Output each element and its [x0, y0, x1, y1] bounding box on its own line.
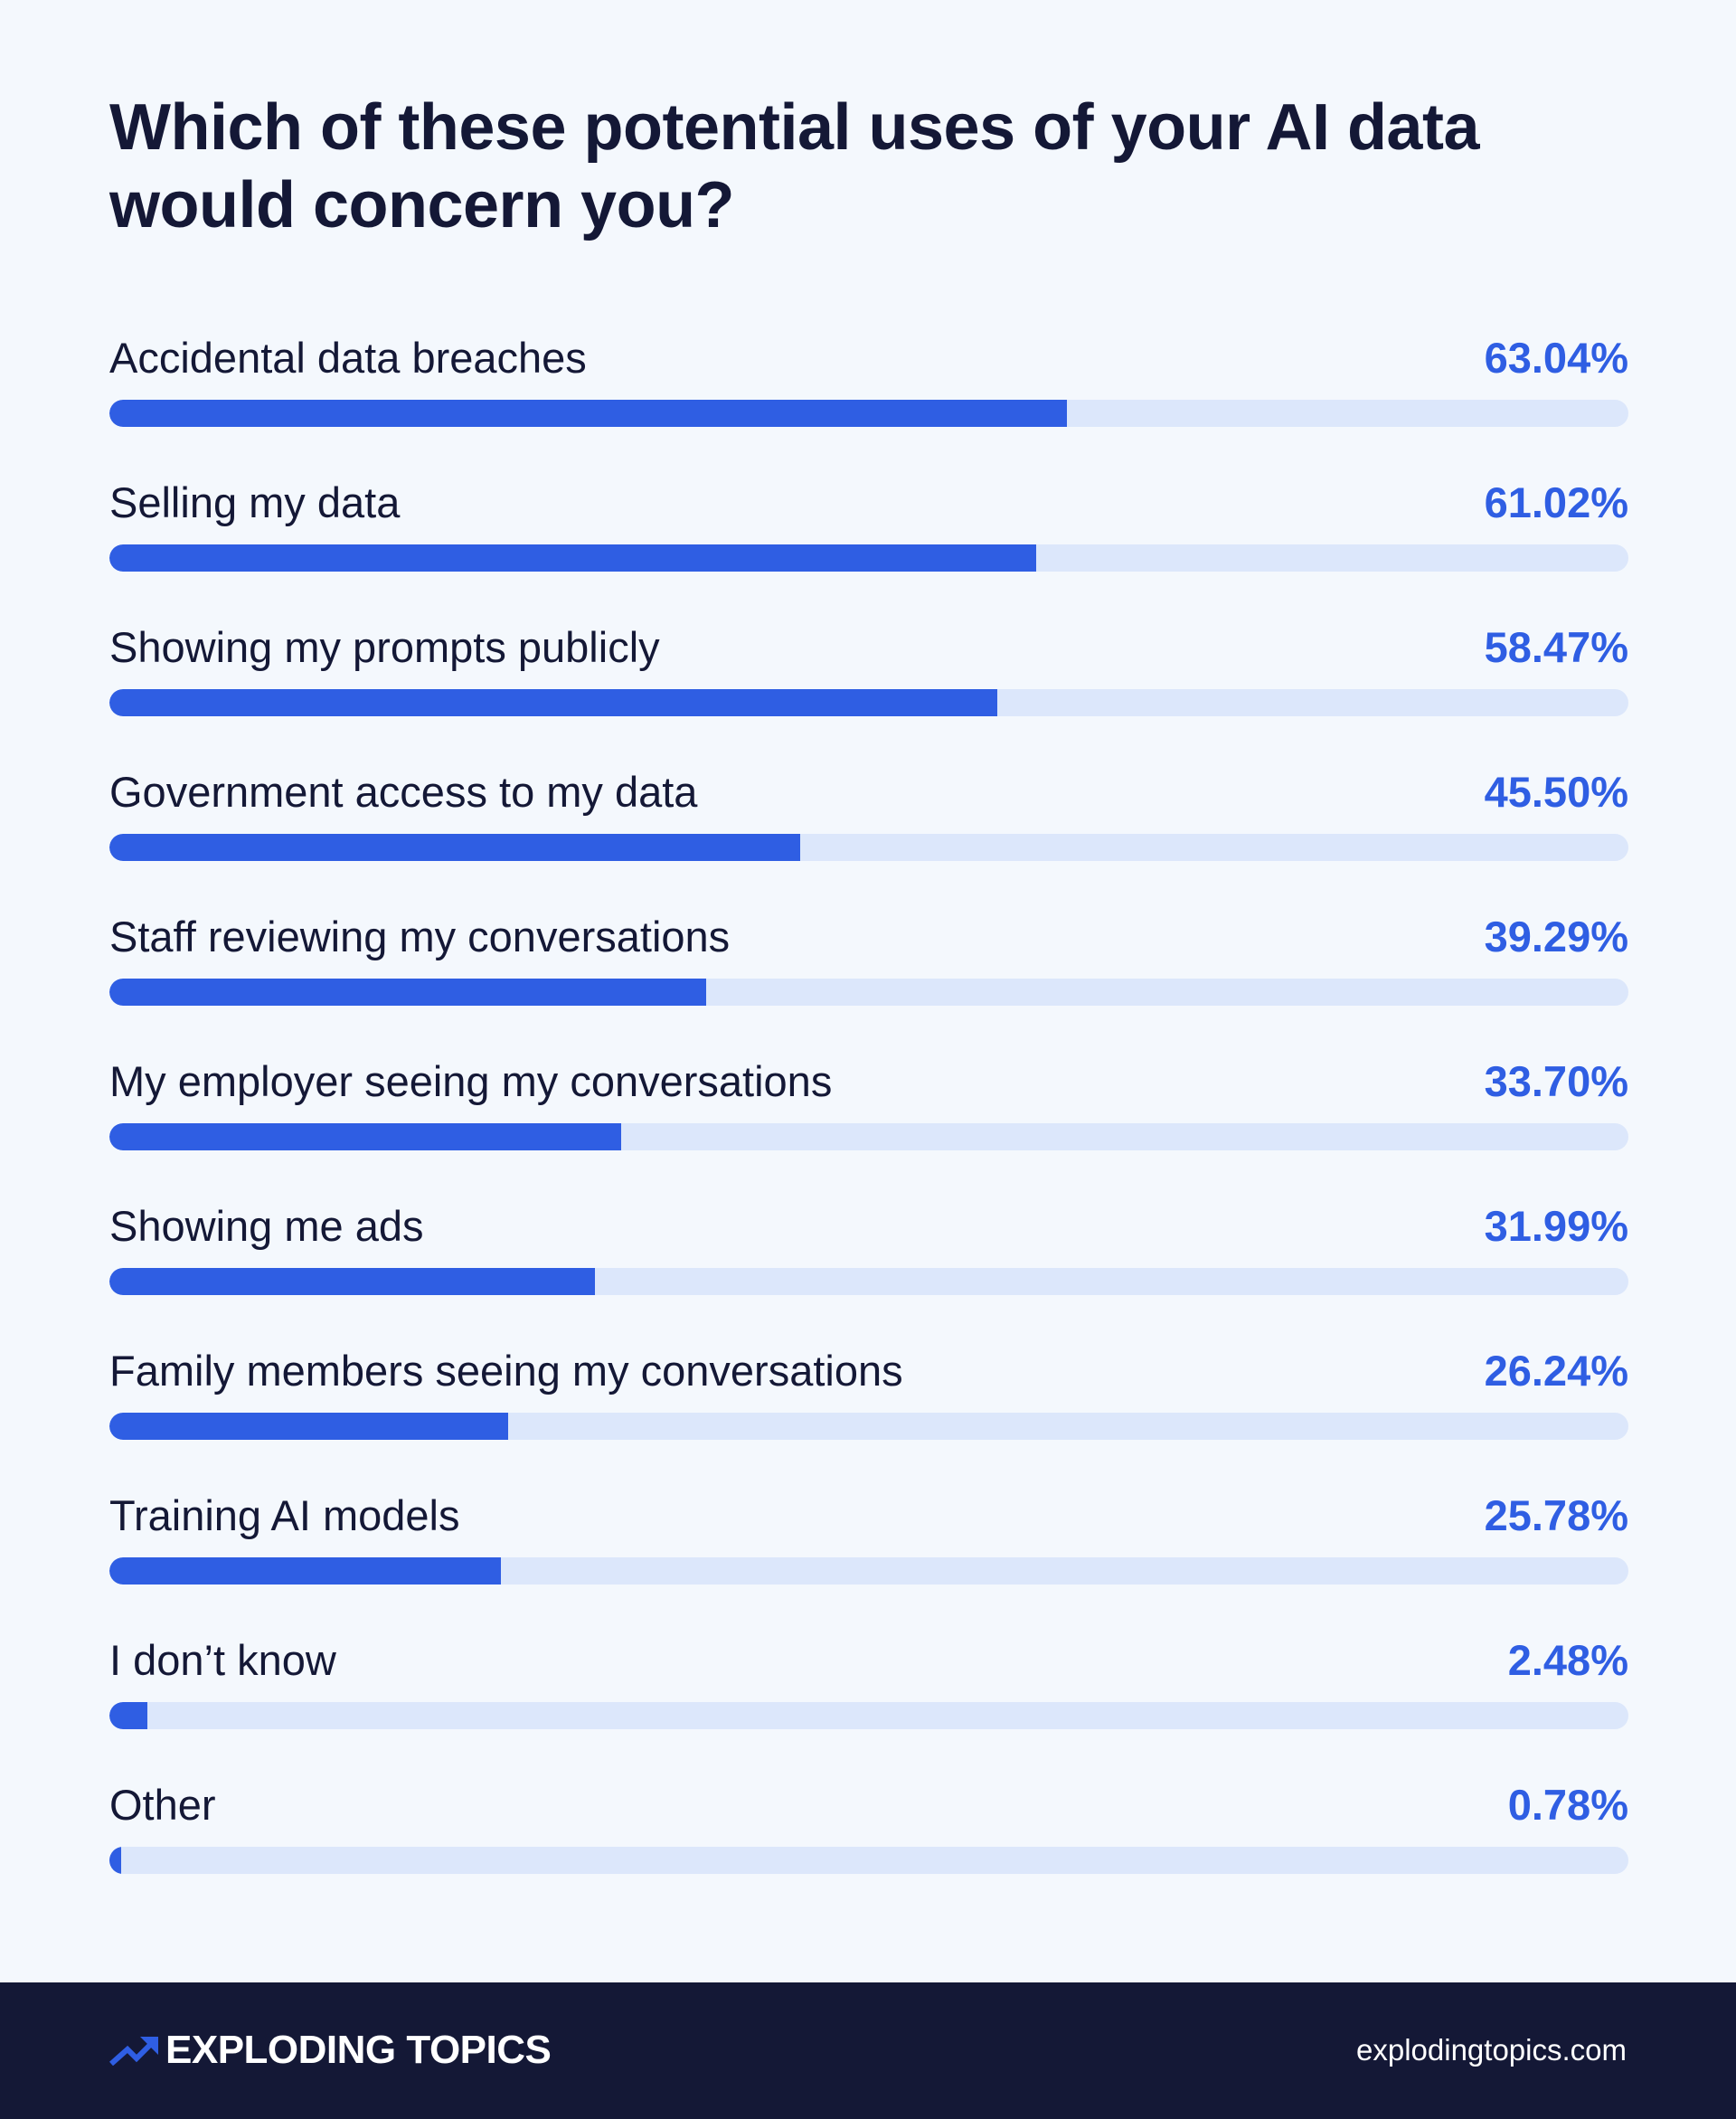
bar — [109, 689, 998, 716]
bar — [109, 1123, 622, 1150]
bar — [109, 400, 1068, 427]
bar — [109, 1413, 508, 1440]
category-label: My employer seeing my conversations — [109, 1057, 833, 1105]
value-label: 25.78% — [1484, 1491, 1628, 1539]
value-label: 26.24% — [1484, 1347, 1628, 1395]
bar-track — [109, 1413, 1628, 1440]
bar-row: Showing me ads 31.99% — [109, 1194, 1628, 1339]
value-label: 63.04% — [1484, 334, 1628, 382]
bar — [109, 1557, 502, 1585]
category-label: Training AI models — [109, 1491, 460, 1539]
bar-row: My employer seeing my conversations 33.7… — [109, 1049, 1628, 1194]
bar-track — [109, 689, 1628, 716]
bar-row: Government access to my data 45.50% — [109, 760, 1628, 904]
bar-track — [109, 834, 1628, 861]
bar-row: Training AI models 25.78% — [109, 1483, 1628, 1628]
bar — [109, 1702, 147, 1729]
value-label: 2.48% — [1507, 1636, 1628, 1684]
bar — [109, 834, 801, 861]
bar — [109, 544, 1037, 572]
value-label: 45.50% — [1484, 768, 1628, 816]
chart-title: Which of these potential uses of your AI… — [109, 91, 1480, 241]
bar-row: Selling my data 61.02% — [109, 470, 1628, 615]
category-label: I don’t know — [109, 1636, 336, 1684]
bar-row: Staff reviewing my conversations 39.29% — [109, 904, 1628, 1049]
bar-track — [109, 544, 1628, 572]
value-label: 31.99% — [1484, 1202, 1628, 1250]
bar — [109, 979, 707, 1006]
bar-track — [109, 400, 1628, 427]
bar-track — [109, 1123, 1628, 1150]
bar-track — [109, 1702, 1628, 1729]
value-label: 39.29% — [1484, 913, 1628, 960]
category-label: Showing me ads — [109, 1202, 424, 1250]
category-label: Staff reviewing my conversations — [109, 913, 731, 960]
category-label: Selling my data — [109, 478, 401, 526]
bar-row: Other 0.78% — [109, 1773, 1628, 1917]
value-label: 33.70% — [1484, 1057, 1628, 1105]
trending-up-arrow-icon — [109, 2037, 158, 2066]
value-label: 61.02% — [1484, 478, 1628, 526]
value-label: 0.78% — [1507, 1781, 1628, 1829]
bar-row: Family members seeing my conversations 2… — [109, 1339, 1628, 1483]
bar-track — [109, 1268, 1628, 1295]
bar-row: I don’t know 2.48% — [109, 1628, 1628, 1773]
brand-name: EXPLODING TOPICS — [165, 2028, 552, 2072]
bar-row: Showing my prompts publicly 58.47% — [109, 615, 1628, 760]
category-label: Other — [109, 1781, 216, 1829]
value-label: 58.47% — [1484, 623, 1628, 671]
bar-track — [109, 979, 1628, 1006]
brand-logo[interactable]: EXPLODING TOPICS — [109, 2028, 552, 2073]
category-label: Accidental data breaches — [109, 334, 587, 382]
bar — [109, 1847, 122, 1874]
footer: EXPLODING TOPICS explodingtopics.com — [0, 1982, 1736, 2119]
bar-track — [109, 1557, 1628, 1585]
bar-track — [109, 1847, 1628, 1874]
category-label: Government access to my data — [109, 768, 698, 816]
category-label: Showing my prompts publicly — [109, 623, 660, 671]
category-label: Family members seeing my conversations — [109, 1347, 903, 1395]
bar — [109, 1268, 596, 1295]
bar-chart: Accidental data breaches 63.04% Selling … — [109, 326, 1628, 1917]
bar-row: Accidental data breaches 63.04% — [109, 326, 1628, 470]
website-link[interactable]: explodingtopics.com — [1356, 2033, 1627, 2067]
